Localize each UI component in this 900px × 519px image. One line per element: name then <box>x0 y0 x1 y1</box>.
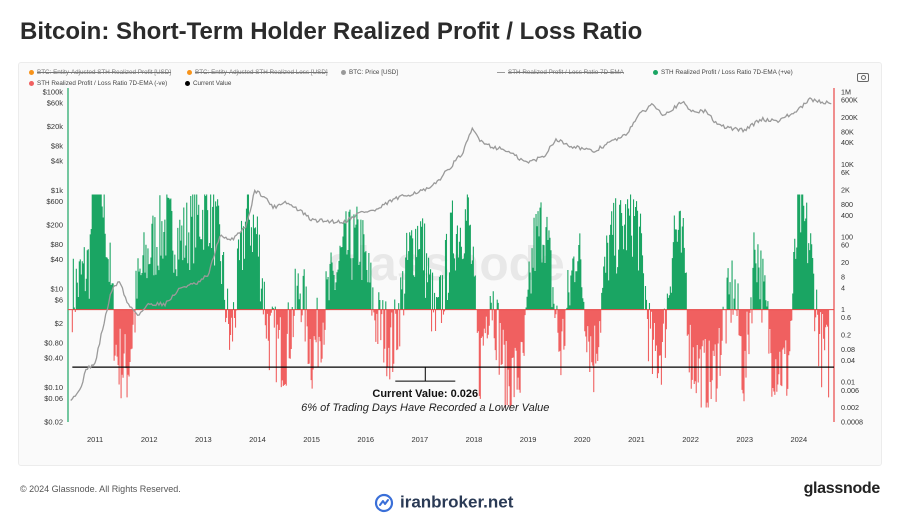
x-tick-label: 2013 <box>195 435 212 444</box>
right-tick-label: 0.08 <box>841 345 855 354</box>
right-tick-label: 0.0008 <box>841 418 863 427</box>
left-tick-label: $0.02 <box>44 418 63 427</box>
left-tick-label: $8k <box>51 142 63 151</box>
legend-swatch <box>187 69 192 75</box>
x-tick-label: 2012 <box>141 435 158 444</box>
left-tick-label: $80 <box>50 240 63 249</box>
broker-logo-icon <box>374 493 394 512</box>
brand-logo: glassnode <box>803 480 881 497</box>
left-tick-label: $2 <box>55 319 63 328</box>
right-tick-label: 6K <box>841 168 850 177</box>
reference-lines <box>67 88 835 422</box>
legend-swatch <box>29 69 34 75</box>
right-tick-label: 1M <box>841 88 851 97</box>
right-tick-label: 0.002 <box>841 403 859 412</box>
left-tick-label: $40 <box>50 255 63 264</box>
legend-item-ratio-negative[interactable]: STH Realized Profit / Loss Ratio 7D-EMA … <box>29 80 167 87</box>
legend-item-current-value[interactable]: Current Value <box>185 80 231 87</box>
right-tick-label: 100 <box>841 233 853 242</box>
legend-swatch <box>341 69 346 75</box>
left-tick-label: $20k <box>47 122 64 131</box>
left-tick-label: $0.10 <box>44 383 63 392</box>
right-tick-label: 10K <box>841 160 854 169</box>
right-tick-label: 2K <box>841 185 850 194</box>
x-axis: 2011 2012 2013 2014 2015 2016 2017 2018 2019 2020… <box>87 435 807 444</box>
legend-item-ratio[interactable]: STH Realized Profit / Loss Ratio 7D-EMA <box>497 69 624 76</box>
x-tick-label: 2017 <box>412 435 429 444</box>
right-tick-label: 600K <box>841 96 858 105</box>
right-tick-label: 60 <box>841 241 849 250</box>
annotation-current-value: Current Value: 0.026 <box>372 388 478 400</box>
legend-row-1: BTC: Entity-Adjusted STH Realized Profit… <box>29 69 869 80</box>
left-tick-label: $200 <box>46 220 63 229</box>
legend-swatch <box>29 80 34 86</box>
annotations: Current Value: 0.026 6% of Trading Days H… <box>301 367 549 414</box>
x-tick-label: 2022 <box>682 435 699 444</box>
right-tick-label: 1 <box>841 305 845 314</box>
right-tick-label: 0.04 <box>841 356 855 365</box>
legend-swatch <box>185 80 190 86</box>
right-tick-label: 200K <box>841 113 858 122</box>
positive-series <box>72 194 818 310</box>
x-tick-label: 2016 <box>357 435 374 444</box>
right-tick-label: 8 <box>841 272 845 281</box>
x-tick-label: 2018 <box>466 435 483 444</box>
x-tick-label: 2023 <box>736 435 753 444</box>
annotation-lower-value: 6% of Trading Days Have Recorded a Lower… <box>301 402 549 414</box>
right-tick-label: 80K <box>841 127 854 136</box>
right-tick-label: 40K <box>841 138 854 147</box>
page-title: Bitcoin: Short-Term Holder Realized Prof… <box>20 18 643 45</box>
left-tick-label: $600 <box>46 197 63 206</box>
watermark-site[interactable]: iranbroker.net <box>374 492 513 516</box>
x-tick-label: 2021 <box>628 435 645 444</box>
right-tick-label: 800 <box>841 200 853 209</box>
right-tick-label: 20 <box>841 258 849 267</box>
x-tick-label: 2015 <box>303 435 320 444</box>
left-tick-label: $100k <box>43 88 64 97</box>
x-tick-label: 2011 <box>87 435 103 444</box>
price-series <box>70 97 832 401</box>
right-tick-label: 400 <box>841 211 853 220</box>
x-tick-label: 2014 <box>249 435 266 444</box>
right-tick-label: 4 <box>841 283 845 292</box>
right-tick-label: 0.2 <box>841 331 851 340</box>
left-tick-label: $6 <box>55 295 63 304</box>
price-line <box>70 97 832 401</box>
chart-svg: glassnode $100k$60k$20k$8k$4k$1k$600$200… <box>43 88 863 445</box>
camera-icon[interactable] <box>857 73 869 82</box>
ratio-positive-bars <box>72 194 818 310</box>
legend-swatch <box>497 71 505 73</box>
left-tick-label: $1k <box>51 186 63 195</box>
watermark-site-text: iranbroker.net <box>400 492 514 512</box>
left-tick-label: $0.40 <box>44 353 63 362</box>
right-tick-label: 0.01 <box>841 378 855 387</box>
left-tick-label: $0.80 <box>44 339 63 348</box>
right-tick-label: 0.006 <box>841 386 859 395</box>
legend-swatch <box>653 69 658 75</box>
x-tick-label: 2020 <box>574 435 591 444</box>
x-tick-label: 2019 <box>520 435 537 444</box>
right-tick-label: 0.6 <box>841 313 851 322</box>
legend-item-ratio-positive[interactable]: STH Realized Profit / Loss Ratio 7D-EMA … <box>653 69 793 76</box>
left-tick-label: $4k <box>51 156 63 165</box>
right-axis: 1M600K200K80K40K10K6K2K80040010060208410… <box>841 88 863 427</box>
copyright: © 2024 Glassnode. All Rights Reserved. <box>20 484 181 494</box>
x-tick-label: 2024 <box>790 435 807 444</box>
left-tick-label: $60k <box>47 98 64 107</box>
left-axis: $100k$60k$20k$8k$4k$1k$600$200$80$40$10$… <box>43 88 64 427</box>
left-tick-label: $10 <box>50 285 63 294</box>
legend-item-price[interactable]: BTC: Price [USD] <box>341 69 398 76</box>
legend-item-sth-profit[interactable]: BTC: Entity-Adjusted STH Realized Profit… <box>29 69 171 76</box>
legend-row-2: STH Realized Profit / Loss Ratio 7D-EMA … <box>29 80 869 91</box>
legend-item-sth-loss[interactable]: BTC: Entity-Adjusted STH Realized Loss [… <box>187 69 328 76</box>
left-tick-label: $0.06 <box>44 394 63 403</box>
chart-legend: BTC: Entity-Adjusted STH Realized Profit… <box>29 69 869 91</box>
